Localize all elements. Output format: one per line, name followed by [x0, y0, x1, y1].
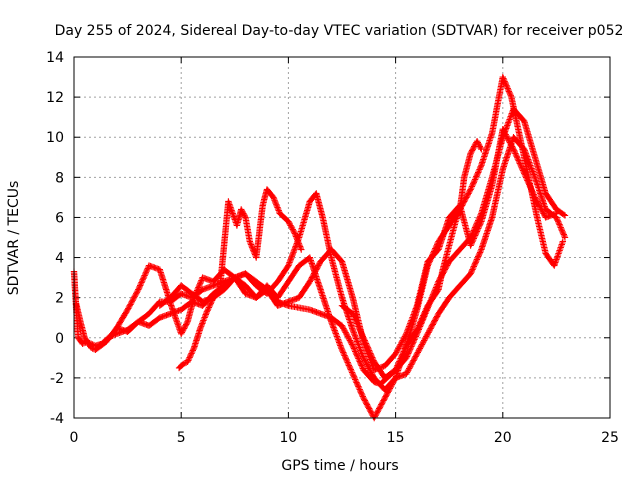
series-2-markers: [72, 73, 567, 422]
x-axis-label: GPS time / hours: [281, 458, 398, 474]
y-tick-label: 8: [55, 170, 64, 186]
y-tick-label: 0: [55, 331, 64, 347]
y-tick-label: 4: [55, 251, 64, 267]
y-tick-label: 6: [55, 210, 64, 226]
grid: [74, 57, 610, 418]
series-4: [156, 126, 560, 374]
chart-title: Day 255 of 2024, Sidereal Day-to-day VTE…: [55, 23, 624, 39]
x-tick-label: 25: [601, 430, 619, 446]
x-tick-label: 20: [494, 430, 512, 446]
y-tick-label: 2: [55, 291, 64, 307]
data-points: [70, 73, 569, 422]
x-tick-label: 10: [279, 430, 297, 446]
plot-frame: [73, 56, 611, 419]
y-tick-label: -4: [50, 411, 64, 427]
y-tick-label: -2: [50, 371, 64, 387]
series-3: [113, 134, 569, 394]
y-axis-label: SDTVAR / TECUs: [6, 181, 22, 296]
y-tick-label: 10: [46, 130, 64, 146]
y-tick-label: 12: [46, 90, 64, 106]
y-tick-label: 14: [46, 50, 64, 66]
series-6: [338, 138, 485, 382]
series-4-markers: [156, 126, 560, 374]
series-1-markers: [70, 105, 569, 388]
series-5-markers: [175, 186, 305, 372]
series-3-markers: [113, 134, 569, 394]
series-5: [175, 186, 305, 372]
x-tick-label: 15: [387, 430, 405, 446]
series-1: [70, 105, 569, 388]
series-6-markers: [338, 138, 485, 382]
x-tick-label: 5: [177, 430, 186, 446]
x-tick-label: 0: [70, 430, 79, 446]
series-2: [72, 73, 567, 422]
